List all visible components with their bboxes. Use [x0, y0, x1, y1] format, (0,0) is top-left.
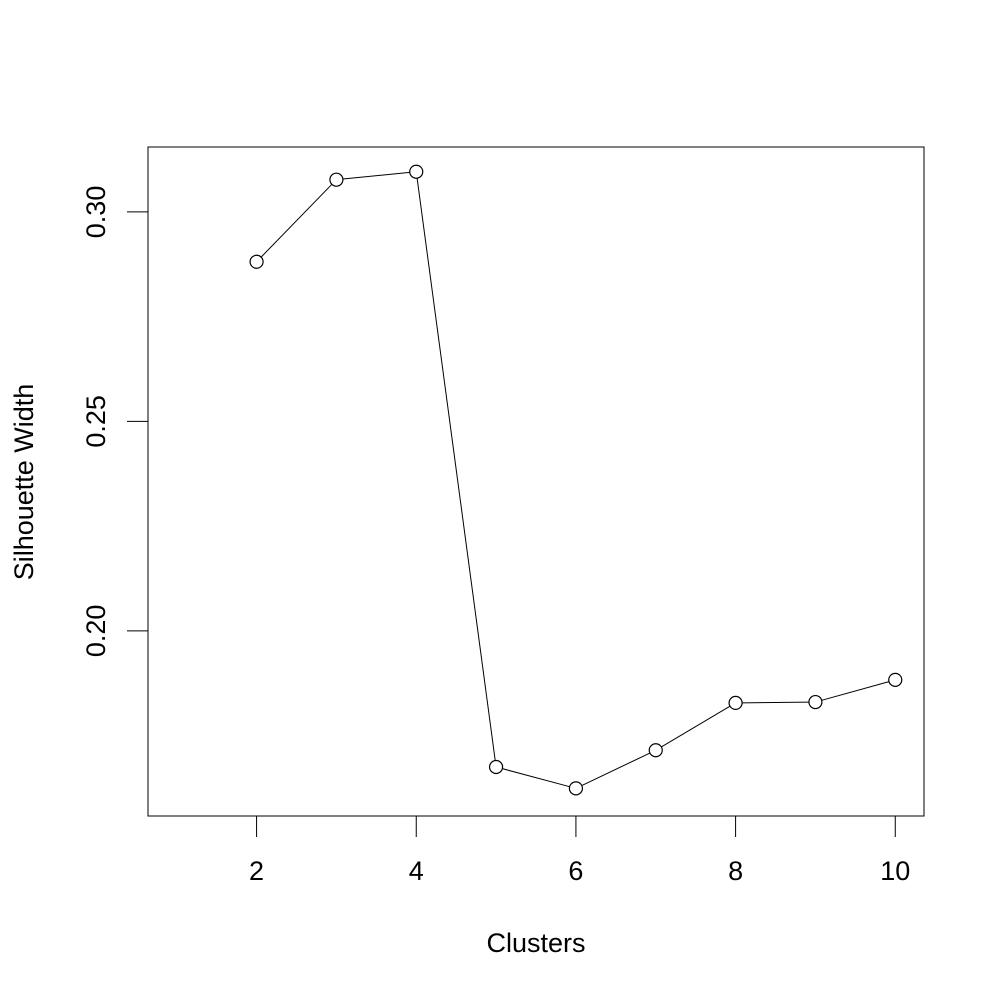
data-point	[888, 672, 903, 687]
series-line-segment	[260, 183, 333, 258]
series-line-segment	[581, 752, 651, 787]
x-tick-label: 4	[409, 856, 424, 886]
series-line-segment	[742, 701, 809, 704]
x-tick-label: 10	[880, 856, 910, 886]
data-point	[409, 164, 424, 179]
y-tick-label: 0.25	[81, 395, 111, 448]
data-point	[648, 743, 663, 758]
y-tick-label: 0.20	[81, 605, 111, 658]
data-point	[568, 781, 584, 796]
x-axis-label: Clusters	[486, 928, 585, 958]
plot-frame	[147, 146, 925, 817]
y-tick-label: 0.30	[81, 186, 111, 239]
series-line-segment	[342, 171, 410, 180]
data-point	[249, 254, 264, 269]
data-point	[329, 172, 344, 187]
series-layer	[249, 164, 903, 796]
x-tick-label: 2	[249, 856, 264, 886]
x-tick-label: 8	[728, 856, 743, 886]
series-line-segment	[821, 681, 890, 701]
data-point	[488, 759, 504, 775]
x-tick-label: 6	[568, 856, 583, 886]
series-line-segment	[416, 178, 496, 761]
series-line-segment	[661, 705, 731, 748]
data-point	[808, 694, 823, 710]
x-axis: 2 4 6 8 10	[249, 815, 910, 886]
y-axis-label: Silhouette Width	[9, 384, 39, 581]
data-point	[728, 695, 743, 710]
series-line-segment	[502, 768, 570, 788]
y-axis: 0.20 0.25 0.30	[81, 186, 149, 658]
